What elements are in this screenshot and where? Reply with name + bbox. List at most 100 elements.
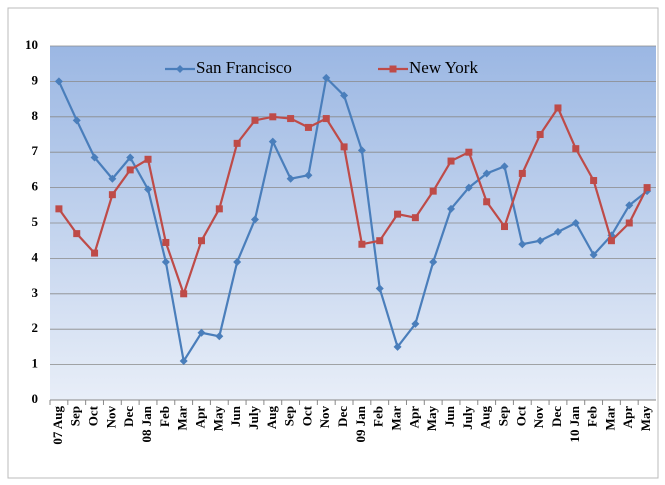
x-tick-label: Jun [442,405,457,427]
y-tick-label: 8 [32,108,39,123]
point [73,230,81,238]
point [72,116,81,125]
x-tick-label: Mar [175,406,190,431]
x-tick-label: Feb [371,406,386,427]
point [553,227,562,236]
point [54,77,63,86]
point [518,240,527,249]
point [536,131,544,138]
point [572,145,580,153]
x-tick-label: Oct [513,405,528,426]
y-tick-label: 10 [25,37,38,52]
x-tick-label: Mar [389,406,404,431]
point [144,155,152,163]
point [376,237,384,245]
x-tick-label: 09 Jan [353,405,368,442]
x-tick-label: Nov [103,406,118,429]
x-tick-label: Nov [317,406,332,429]
x-tick-label: Nov [531,406,546,429]
x-tick-label: Apr [406,406,421,429]
x-tick-label: Sep [68,406,83,426]
point [268,137,277,146]
point [571,219,580,227]
point [55,205,63,213]
y-tick-label: 3 [32,285,39,300]
point [554,104,562,112]
point [251,116,259,124]
point [625,201,634,210]
point [108,191,116,199]
point [250,215,259,224]
y-tick-label: 9 [32,72,39,87]
x-tick-label: Dec [549,406,564,427]
x-tick-label: Feb [585,406,600,427]
y-tick-label: 0 [32,391,39,406]
point [90,153,99,162]
point [340,143,348,151]
point [589,250,598,259]
point [322,73,331,82]
point [411,319,420,328]
x-tick-label: Mar [602,406,617,431]
point [126,166,134,174]
point [340,91,349,100]
point [176,65,184,73]
point [465,148,473,156]
series-line [58,105,649,298]
legend-label: San Francisco [196,58,292,77]
point [375,284,384,293]
x-tick-label: May [210,406,225,432]
point [447,157,455,165]
y-tick-label: 6 [32,179,39,194]
point [590,177,598,185]
x-tick-label: 10 Jan [567,405,582,442]
point [198,237,205,245]
x-tick-label: Dec [335,406,350,427]
point [233,139,241,147]
x-tick-label: Aug [478,406,493,430]
point [287,115,295,123]
point [322,115,330,123]
point [180,290,188,298]
y-tick-label: 5 [32,214,39,229]
x-tick-label: 07 Aug [50,406,65,445]
y-tick-label: 7 [32,143,39,158]
point [464,183,473,192]
point [447,204,456,213]
point [304,123,312,131]
point [215,205,223,213]
point [179,357,188,366]
legend-label: New York [409,58,478,77]
x-tick-label: May [638,406,653,432]
point [411,214,419,222]
x-tick-label: Sep [282,406,297,426]
point [625,219,633,227]
y-tick-label: 4 [32,249,39,264]
x-tick-label: Apr [620,406,635,429]
point [394,210,402,218]
x-tick-label: May [424,406,439,432]
point [144,185,153,194]
point [197,328,206,337]
x-tick-label: 08 Jan [139,405,154,442]
x-tick-label: Aug [264,406,279,430]
point [233,257,242,266]
point [126,153,135,162]
x-tick-label: Dec [121,406,136,427]
point [536,236,545,245]
point [215,332,224,341]
point [393,342,402,351]
x-tick-label: Sep [495,406,510,426]
x-tick-label: Oct [299,405,314,426]
point [500,162,509,171]
point [643,184,651,192]
point [501,223,508,231]
y-tick-label: 1 [32,356,39,371]
point [358,240,366,248]
y-tick-label: 2 [32,320,39,335]
point [482,169,491,178]
point [162,238,170,246]
x-tick-label: July [246,406,261,430]
